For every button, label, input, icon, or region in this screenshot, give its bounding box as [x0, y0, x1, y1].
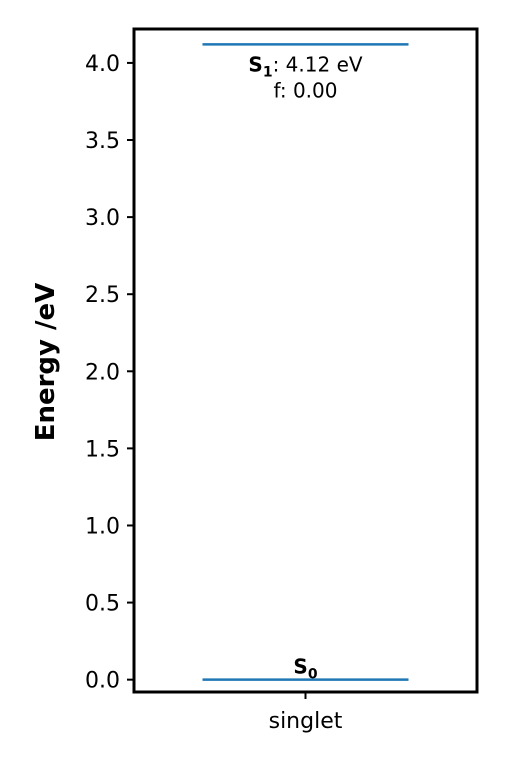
- state-name: S: [248, 52, 262, 76]
- energy-value: : 4.12 eV: [273, 52, 363, 76]
- y-tick-label: 0.0: [85, 669, 120, 694]
- oscillator-strength-label: f: 0.00: [274, 78, 338, 102]
- y-tick-label: 1.5: [85, 437, 120, 462]
- x-tick-label: singlet: [269, 709, 343, 734]
- y-tick-label: 0.5: [85, 592, 120, 617]
- y-tick-label: 3.0: [85, 206, 120, 231]
- y-tick-label: 1.0: [85, 514, 120, 539]
- y-tick-label: 3.5: [85, 129, 120, 154]
- y-axis-title: Energy /eV: [31, 283, 61, 442]
- y-tick-label: 2.5: [85, 283, 120, 308]
- y-tick-label: 4.0: [85, 52, 120, 77]
- state-name: S: [293, 655, 307, 679]
- state-index: 1: [263, 64, 273, 80]
- state-index: 0: [308, 667, 318, 683]
- y-tick-label: 2.0: [85, 360, 120, 385]
